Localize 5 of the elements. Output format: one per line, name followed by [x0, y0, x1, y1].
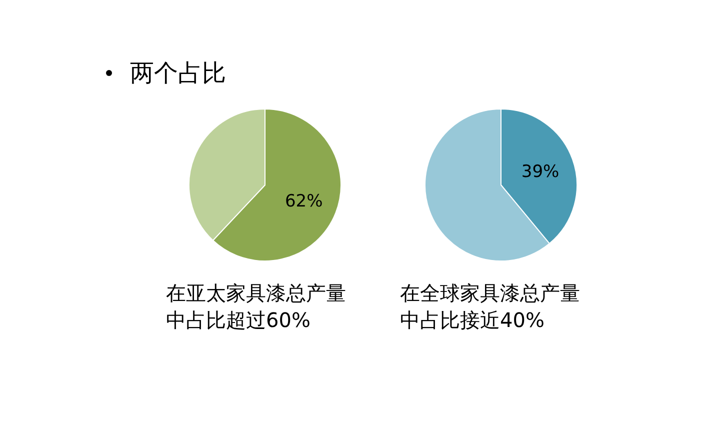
chart-title: 两个占比 — [130, 59, 226, 87]
text: 在亚太家具漆总产量中占比超过60% — [166, 281, 346, 332]
text: 在全球家具漆总产量中占比接近40% — [400, 281, 580, 332]
data-label: 62% — [284, 191, 323, 212]
data-label: 39% — [521, 162, 560, 182]
